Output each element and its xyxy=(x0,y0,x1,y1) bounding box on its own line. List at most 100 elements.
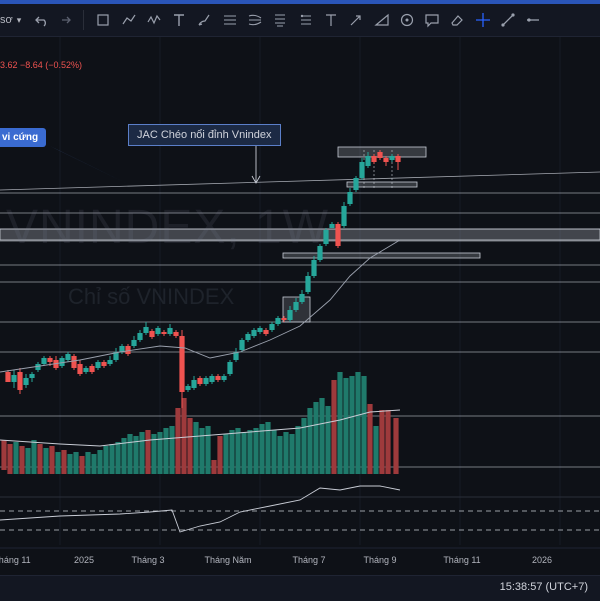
chevron-down-icon[interactable]: ▾ xyxy=(16,14,22,25)
chart-background xyxy=(0,37,600,575)
chart-type-menu[interactable]: sơ xyxy=(0,14,13,26)
candle-body xyxy=(59,358,65,366)
volume-bar xyxy=(247,430,253,474)
annotation-arrowhead xyxy=(251,175,261,184)
volume-bar xyxy=(343,378,349,474)
callout-pointer xyxy=(50,146,136,188)
trend-line-icon[interactable] xyxy=(497,9,519,31)
volume-bar xyxy=(393,418,399,474)
highlight-box xyxy=(346,181,418,188)
parallel-channel-icon[interactable] xyxy=(219,9,241,31)
triangle-icon[interactable] xyxy=(371,9,393,31)
drawing-toolbar: sơ ▾ xyxy=(0,4,600,37)
volume-bar xyxy=(67,454,73,474)
candle-body xyxy=(209,376,215,382)
volume-bar xyxy=(109,444,115,474)
candle-body xyxy=(71,356,77,368)
volume-bar xyxy=(217,436,223,474)
bottom-bar: 15:38:57 (UTC+7) xyxy=(0,575,600,601)
volume-bar xyxy=(25,448,31,474)
candle-body xyxy=(185,386,191,390)
volume-bar xyxy=(319,398,325,474)
candle-body xyxy=(341,206,347,226)
pitchfork-icon[interactable] xyxy=(244,9,266,31)
clock-timezone[interactable]: 15:38:57 (UTC+7) xyxy=(499,581,588,593)
candle-body xyxy=(269,324,275,330)
candle-body xyxy=(359,162,365,178)
volume-bar xyxy=(7,444,13,474)
candle-body xyxy=(389,156,395,160)
candle-body xyxy=(299,294,305,302)
volume-bar xyxy=(337,372,343,474)
brush-icon[interactable] xyxy=(193,9,215,31)
volume-bar xyxy=(205,426,211,474)
annotation-label-left[interactable]: vi cứng xyxy=(0,128,47,147)
volume-bar xyxy=(349,376,355,474)
candle-body xyxy=(131,340,137,346)
volume-bar xyxy=(31,440,37,474)
volume-bar xyxy=(1,440,7,470)
path-icon[interactable] xyxy=(118,9,140,31)
redo-icon[interactable] xyxy=(53,9,75,31)
volume-bar xyxy=(307,408,313,474)
volume-bar xyxy=(301,418,307,474)
candle-body xyxy=(377,152,383,158)
volume-bar xyxy=(127,434,133,474)
candle-body xyxy=(137,333,143,340)
candle-body xyxy=(353,178,359,190)
highlight-box xyxy=(282,252,481,259)
candle-body xyxy=(125,346,131,354)
candle-body xyxy=(41,358,47,364)
volume-bar xyxy=(289,434,295,474)
undo-icon[interactable] xyxy=(31,9,53,31)
volume-bar xyxy=(373,426,379,474)
candle-body xyxy=(65,354,71,360)
candle-body xyxy=(371,156,377,162)
comment-icon[interactable] xyxy=(421,9,443,31)
candle-body xyxy=(311,260,317,276)
candle-body xyxy=(275,318,281,324)
candle-body xyxy=(89,366,95,372)
volume-bar xyxy=(355,372,361,474)
volume-bar xyxy=(115,442,121,474)
price-change: 3.62 −8.64 (−0.52%) xyxy=(0,60,83,70)
price-chart[interactable] xyxy=(0,37,600,575)
candle-body xyxy=(221,376,227,380)
volume-bar xyxy=(55,452,61,474)
indicator-line xyxy=(0,485,401,533)
arrow-marker-icon[interactable] xyxy=(345,9,367,31)
volume-bar xyxy=(253,428,259,474)
circle-icon[interactable] xyxy=(396,9,418,31)
long-position-icon[interactable] xyxy=(269,9,291,31)
text-icon[interactable] xyxy=(168,9,190,31)
price-range-icon[interactable] xyxy=(320,9,342,31)
volume-bar xyxy=(265,422,271,474)
time-axis-label: Tháng 9 xyxy=(363,555,397,565)
volume-bar xyxy=(157,432,163,474)
volume-bar xyxy=(181,398,187,474)
polyline-icon[interactable] xyxy=(143,9,165,31)
short-position-icon[interactable] xyxy=(295,9,317,31)
candle-body xyxy=(113,352,119,360)
candle-body xyxy=(215,376,221,380)
candle-body xyxy=(149,331,155,337)
candle-body xyxy=(305,276,311,292)
candle-body xyxy=(335,224,341,246)
crosshair-icon[interactable] xyxy=(472,9,494,31)
volume-bar xyxy=(211,460,217,474)
volume-bar xyxy=(145,430,151,474)
eraser-icon[interactable] xyxy=(446,9,468,31)
candle-body xyxy=(257,328,263,332)
price-zone xyxy=(0,228,600,241)
annotation-callout[interactable]: JAC Chéo nổi đỉnh Vnindex xyxy=(128,124,281,146)
rectangle-icon[interactable] xyxy=(92,9,114,31)
horizontal-ray-icon[interactable] xyxy=(522,9,544,31)
candle-body xyxy=(263,330,269,334)
candle-body xyxy=(203,378,209,384)
volume-bar xyxy=(13,442,19,474)
candle-body xyxy=(77,364,83,374)
volume-bar xyxy=(187,418,193,474)
candle-body xyxy=(143,327,149,333)
volume-bar xyxy=(361,376,367,474)
volume-bar xyxy=(259,424,265,474)
